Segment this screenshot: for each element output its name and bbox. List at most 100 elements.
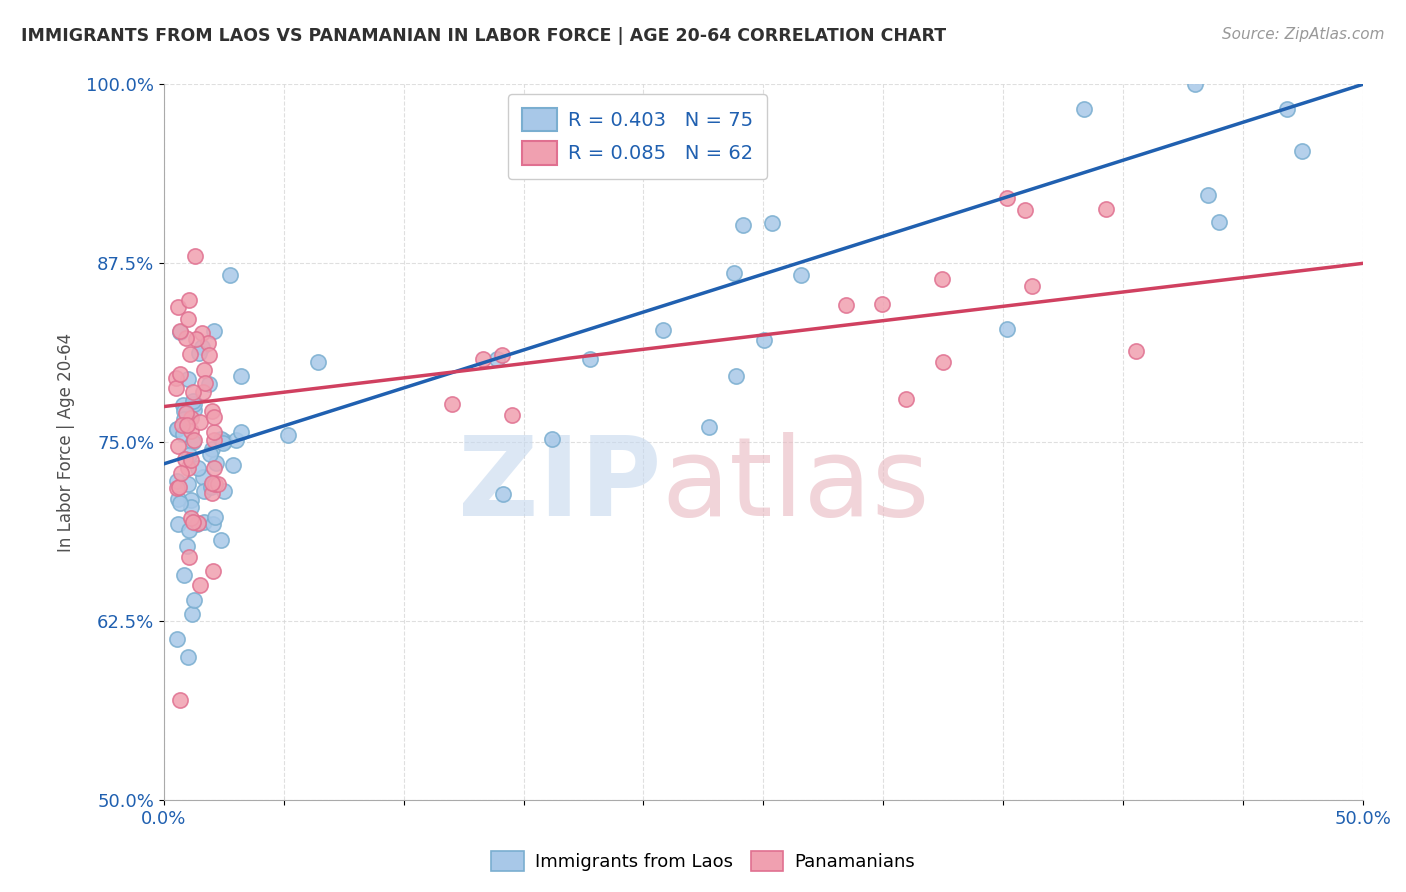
Point (181, 435, 204, 450)
Point (1021, 279, 1043, 293)
Point (486, 352, 509, 367)
Point (1277, 102, 1299, 116)
Point (204, 510, 226, 524)
Point (179, 293, 201, 308)
Point (179, 523, 201, 537)
Point (835, 298, 858, 312)
Point (177, 372, 200, 386)
Point (173, 403, 195, 417)
Legend: R = 0.403   N = 75, R = 0.085   N = 62: R = 0.403 N = 75, R = 0.085 N = 62 (508, 95, 766, 178)
Point (200, 478, 222, 492)
Point (229, 369, 252, 384)
Point (931, 272, 953, 286)
Point (202, 434, 225, 448)
Point (183, 433, 205, 447)
Point (179, 347, 201, 361)
Point (1216, 49, 1239, 63)
Point (197, 336, 219, 351)
Point (222, 458, 245, 472)
Point (181, 515, 204, 529)
Point (183, 397, 205, 411)
Text: atlas: atlas (661, 432, 929, 539)
Point (1291, 144, 1313, 158)
Text: Source: ZipAtlas.com: Source: ZipAtlas.com (1222, 27, 1385, 42)
Point (169, 496, 191, 510)
Point (181, 393, 204, 408)
Point (170, 467, 193, 481)
Point (1095, 202, 1118, 216)
Point (180, 492, 202, 507)
Point (197, 376, 219, 391)
Point (165, 381, 187, 395)
Point (187, 516, 209, 531)
Point (180, 511, 202, 525)
Point (169, 480, 191, 494)
Point (995, 191, 1018, 205)
Point (166, 422, 188, 436)
Point (1197, 187, 1219, 202)
Point (167, 491, 190, 506)
Point (174, 331, 197, 345)
Legend: Immigrants from Laos, Panamanians: Immigrants from Laos, Panamanians (484, 844, 922, 879)
Point (578, 352, 600, 367)
Point (167, 300, 190, 314)
Point (176, 406, 198, 420)
Point (207, 476, 229, 491)
Point (307, 355, 329, 369)
Point (752, 334, 775, 348)
Point (198, 347, 221, 361)
Point (471, 351, 494, 366)
Point (167, 516, 190, 531)
Point (181, 384, 204, 399)
Point (932, 354, 955, 368)
Point (166, 481, 188, 495)
Point (179, 448, 201, 462)
Point (188, 416, 211, 430)
Point (1125, 344, 1147, 359)
Point (193, 483, 215, 498)
Point (652, 323, 675, 337)
Point (191, 340, 214, 354)
Point (1184, 78, 1206, 92)
Point (193, 515, 215, 529)
Point (191, 469, 214, 483)
Point (167, 439, 190, 453)
Point (219, 268, 242, 282)
Point (176, 540, 198, 554)
Point (204, 477, 226, 491)
Point (181, 607, 204, 621)
Point (177, 650, 200, 665)
Point (169, 324, 191, 338)
Point (277, 428, 299, 442)
Point (166, 422, 188, 436)
Point (202, 461, 225, 475)
Point (731, 219, 754, 233)
Point (186, 517, 208, 532)
Point (180, 424, 202, 438)
Point (201, 404, 224, 418)
Point (172, 398, 194, 412)
Text: IMMIGRANTS FROM LAOS VS PANAMANIAN IN LABOR FORCE | AGE 20-64 CORRELATION CHART: IMMIGRANTS FROM LAOS VS PANAMANIAN IN LA… (21, 27, 946, 45)
Point (1073, 102, 1095, 116)
Point (173, 411, 195, 425)
Point (724, 368, 747, 383)
Point (214, 434, 236, 448)
Point (169, 367, 191, 381)
Point (202, 324, 225, 338)
Point (209, 432, 232, 446)
Y-axis label: In Labor Force | Age 20-64: In Labor Force | Age 20-64 (58, 333, 75, 552)
Point (697, 420, 720, 434)
Point (995, 322, 1018, 336)
Point (225, 433, 247, 447)
Point (201, 516, 224, 531)
Point (212, 483, 235, 498)
Point (166, 474, 188, 488)
Point (201, 442, 224, 457)
Point (440, 396, 463, 410)
Point (177, 312, 200, 326)
Point (183, 592, 205, 607)
Point (492, 486, 515, 500)
Point (193, 362, 215, 376)
Point (540, 432, 562, 446)
Point (723, 266, 745, 280)
